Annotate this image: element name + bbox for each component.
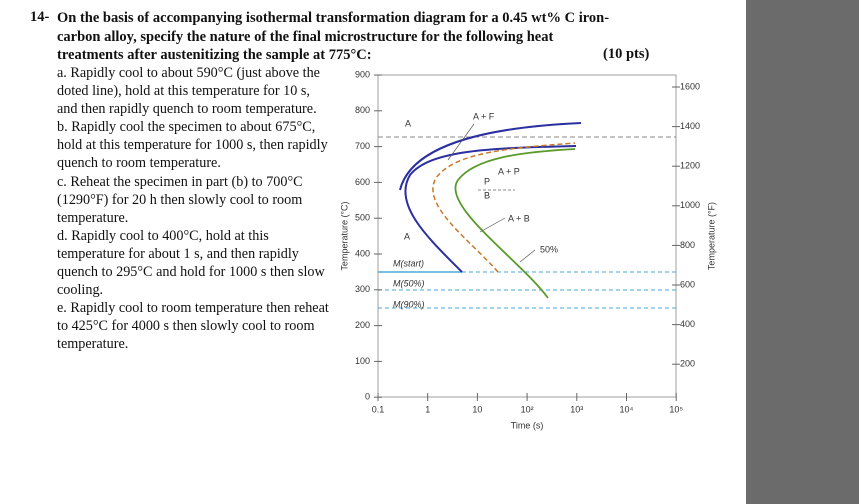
- items: a. Rapidly cool to about 590°C (just abo…: [57, 64, 331, 354]
- plot-frame: [377, 74, 677, 398]
- right-tick-label: 400: [680, 319, 695, 329]
- right-tick-label: 600: [680, 279, 695, 289]
- x-tick-label: 10: [472, 404, 482, 414]
- x-axis-label: Time (s): [511, 420, 544, 430]
- diagram: A A + F A + P P B A + B A 50% M(start) M…: [339, 69, 716, 430]
- half-curve: [432, 142, 576, 273]
- ferrite-start-curve: [399, 122, 582, 191]
- pearlite-start-curve: [404, 145, 577, 273]
- left-tick-label: 200: [355, 320, 370, 330]
- left-tick-label: 600: [355, 177, 370, 187]
- x-tick-label: 10⁵: [669, 404, 683, 414]
- region-label: M(90%): [393, 299, 425, 309]
- x-tick-label: 10⁴: [620, 404, 634, 414]
- left-tick-label: 700: [355, 141, 370, 151]
- x-tick-label: 1: [425, 404, 430, 414]
- left-tick-label: 0: [365, 392, 370, 402]
- region-label: A + P: [498, 166, 520, 176]
- item: d. Rapidly cool to 400°C, hold at this t…: [57, 227, 325, 299]
- points: (10 pts): [603, 46, 650, 62]
- right-axis-label: Temperature (°F): [706, 202, 716, 270]
- region-label: A: [404, 231, 410, 241]
- left-tick-label: 300: [355, 284, 370, 294]
- pointer: [479, 217, 506, 233]
- item: b. Rapidly cool the specimen to about 67…: [57, 119, 328, 172]
- left-tick-label: 800: [355, 105, 370, 115]
- region-label: A + F: [473, 111, 495, 121]
- region-label: M(50%): [393, 278, 425, 288]
- finish-curve: [454, 148, 576, 299]
- right-tick-label: 1600: [680, 81, 700, 91]
- left-axis-label: Temperature (°C): [339, 201, 349, 270]
- x-tick-label: 10³: [570, 404, 583, 414]
- region-label: B: [484, 190, 490, 200]
- right-tick-label: 1400: [680, 121, 700, 131]
- region-label: A + B: [508, 213, 530, 223]
- side-strip: [746, 0, 859, 504]
- item: c. Reheat the specimen in part (b) to 70…: [57, 173, 303, 226]
- left-tick-label: 400: [355, 248, 370, 258]
- region-label: P: [484, 176, 490, 186]
- x-tick-label: 10²: [521, 404, 534, 414]
- item: e. Rapidly cool to room temperature then…: [57, 300, 329, 353]
- pointer: [519, 249, 536, 263]
- right-tick-label: 800: [680, 240, 695, 250]
- left-tick-label: 100: [355, 356, 370, 366]
- x-tick-label: 0.1: [372, 404, 385, 414]
- pointer: [447, 123, 475, 161]
- region-label: 50%: [540, 244, 558, 254]
- left-tick-label: 500: [355, 213, 370, 223]
- right-tick-label: 1200: [680, 161, 700, 171]
- question-number: 14-: [30, 9, 50, 25]
- region-label: M(start): [393, 258, 424, 268]
- region-label: A: [405, 118, 411, 128]
- right-tick-label: 200: [680, 359, 695, 369]
- question-prompt: On the basis of accompanying isothermal …: [57, 10, 610, 63]
- item: a. Rapidly cool to about 590°C (just abo…: [57, 65, 320, 118]
- left-tick-label: 900: [355, 69, 370, 79]
- right-tick-label: 1000: [680, 200, 700, 210]
